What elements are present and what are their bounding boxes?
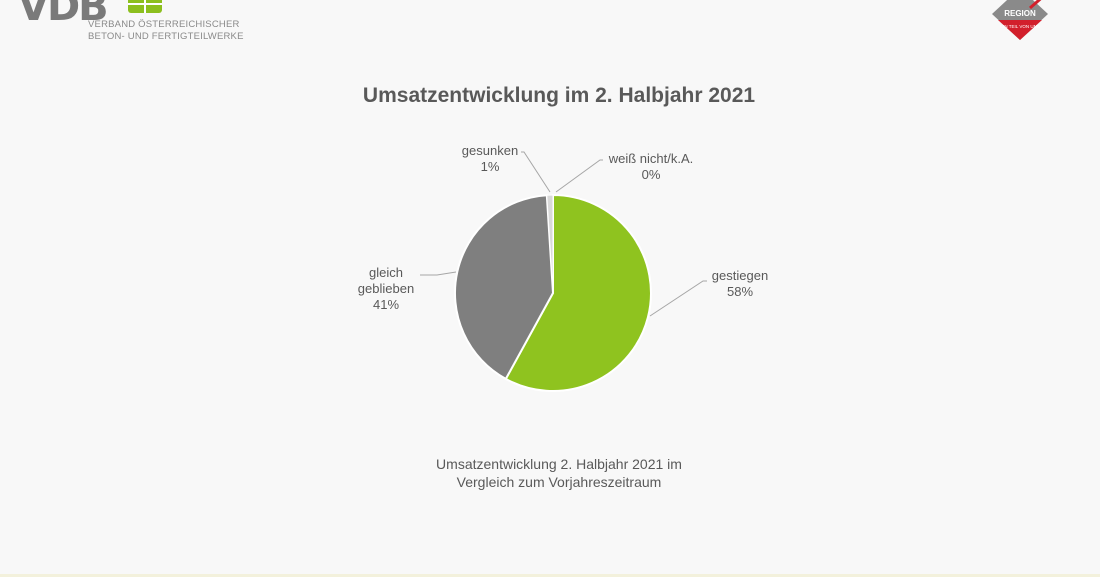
label-weiss-nicht: weiß nicht/k.A. 0% [600, 151, 702, 183]
label-weiss-name: weiß nicht/k.A. [608, 151, 694, 166]
label-gestiegen-name: gestiegen [711, 268, 769, 283]
leader-gesunken [521, 151, 551, 193]
region-badge-icon: REGION EIN TEIL VON UNS [990, 0, 1050, 42]
logo-square-icon [128, 0, 162, 13]
label-gesunken: gesunken 1% [458, 143, 522, 175]
badge-top-text: REGION [1004, 9, 1036, 18]
logo-wordmark: VDB [18, 0, 109, 30]
slice-gleich-geblieben [453, 194, 555, 381]
slice-gesunken [546, 194, 554, 294]
label-gesunken-value: 1% [480, 159, 500, 174]
label-gestiegen-value: 58% [726, 284, 754, 299]
label-gleich-geblieben: gleich geblieben 41% [350, 265, 422, 313]
leader-gestiegen [649, 280, 707, 317]
label-gleich-name1: gleich [369, 265, 403, 280]
label-gleich-value: 41% [372, 297, 400, 312]
bottom-divider [0, 574, 1100, 577]
label-gestiegen: gestiegen 58% [703, 268, 777, 300]
vdb-logo: VDB VERBAND ÖSTERREICHISCHER BETON- UND … [0, 0, 260, 44]
caption-line2: Vergleich zum Vorjahreszeitraum [456, 474, 662, 490]
logo-subtitle-line1: VERBAND ÖSTERREICHISCHER [88, 19, 240, 30]
chart-caption: Umsatzentwicklung 2. Halbjahr 2021 im Ve… [0, 455, 1100, 491]
slice-gestiegen [504, 193, 652, 392]
caption-line1: Umsatzentwicklung 2. Halbjahr 2021 im [436, 456, 682, 472]
logo-subtitle-line2: BETON- UND FERTIGTEILWERKE [88, 31, 244, 42]
label-gesunken-name: gesunken [461, 143, 519, 158]
leader-gleich [420, 271, 457, 276]
label-weiss-value: 0% [641, 167, 661, 182]
leader-weiss [555, 159, 603, 193]
badge-bottom-text: EIN TEIL VON UNS [1000, 24, 1040, 29]
label-gleich-name2: geblieben [357, 281, 415, 296]
chart-title: Umsatzentwicklung im 2. Halbjahr 2021 [362, 84, 756, 107]
